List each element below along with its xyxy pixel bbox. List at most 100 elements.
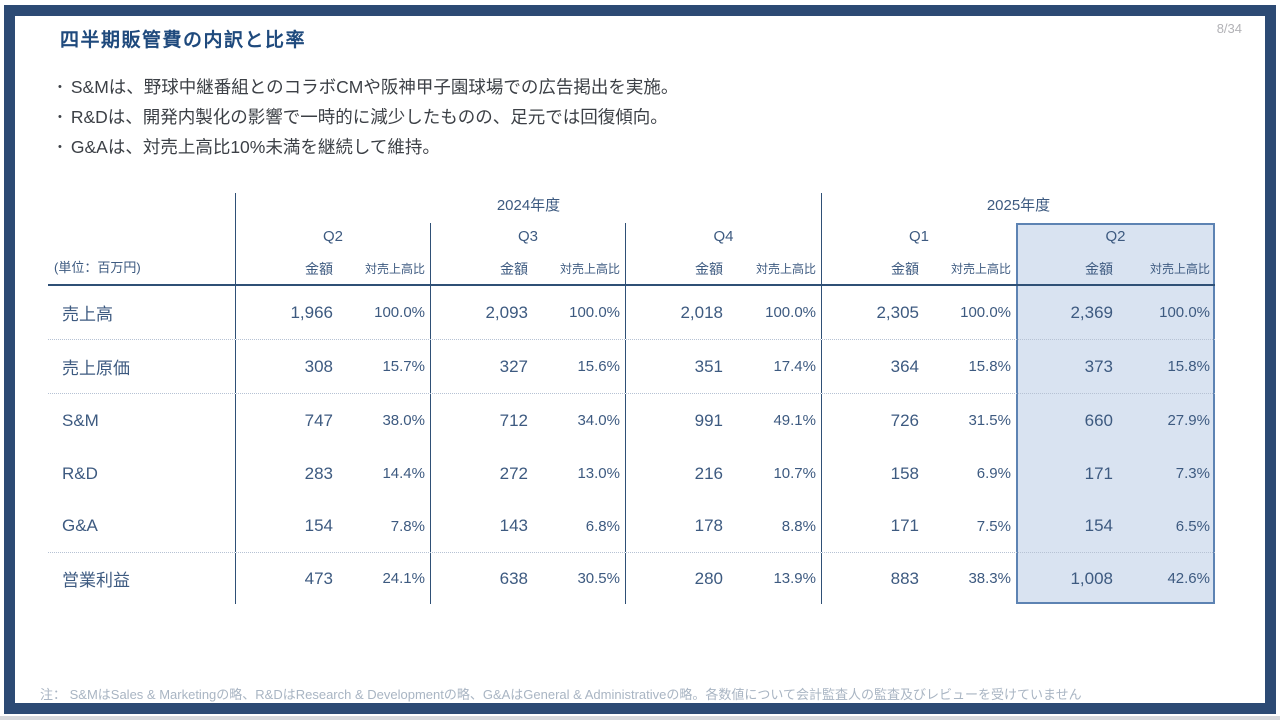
ratio-header: 対売上高比	[364, 262, 425, 276]
quarter-header-cell: Q1 金額 対売上高比	[822, 223, 1016, 284]
row-label: R&D	[62, 463, 98, 483]
table-cell: 272 13.0%	[430, 447, 625, 500]
table-cell: 143 6.8%	[430, 500, 625, 552]
amount-value: 364	[890, 356, 919, 376]
table-cell: 178 8.8%	[625, 500, 821, 552]
bullet-text: S&Mは、野球中継番組とのコラボCMや阪神甲子園球場での広告掲出を実施。	[70, 77, 679, 97]
table-cell: 327 15.6%	[430, 340, 625, 393]
amount-header: 金額	[500, 260, 528, 277]
table-cell: 351 17.4%	[625, 340, 821, 393]
table-row: 売上高 1,966 100.0% 2,093 100.0% 2,018 100.0% 2,30…	[48, 286, 1215, 340]
amount-header: 金額	[305, 260, 333, 277]
ratio-value: 100.0%	[374, 304, 425, 321]
amount-value: 2,018	[680, 302, 723, 322]
table-cell: 154 6.5%	[1016, 500, 1215, 552]
ratio-value: 15.6%	[577, 358, 620, 375]
ratio-header: 対売上高比	[1149, 262, 1210, 276]
bullet-list: • S&Mは、野球中継番組とのコラボCMや阪神甲子園球場での広告掲出を実施。 • R&…	[58, 72, 1058, 162]
sga-table: (単位：百万円) 2024年度 Q2 金額 対売上高比 Q3 金額 対売上高比 Q4 金額 対売上…	[48, 193, 1215, 604]
ratio-value: 100.0%	[765, 304, 816, 321]
ratio-value: 13.0%	[577, 465, 620, 482]
ratio-value: 38.0%	[382, 412, 425, 429]
subheader-row: 金額 対売上高比	[822, 253, 1016, 284]
amount-value: 712	[499, 410, 528, 430]
table-cell: 171 7.5%	[821, 500, 1016, 552]
row-label: 売上原価	[62, 359, 130, 378]
ratio-header: 対売上高比	[755, 262, 816, 276]
ratio-value: 27.9%	[1167, 412, 1210, 429]
table-cell: 473 24.1%	[235, 553, 430, 604]
amount-value: 883	[890, 568, 919, 588]
amount-value: 726	[890, 410, 919, 430]
ratio-value: 30.5%	[577, 570, 620, 587]
table-row: 売上原価 308 15.7% 327 15.6% 351 17.4% 364 15.8% 373 1…	[48, 340, 1215, 394]
amount-value: 660	[1084, 410, 1113, 430]
amount-header: 金額	[695, 260, 723, 277]
table-cell: 364 15.8%	[821, 340, 1016, 393]
ratio-value: 7.8%	[390, 517, 425, 535]
table-cell: 158 6.9%	[821, 447, 1016, 500]
subheader-row: 金額 対売上高比	[626, 253, 821, 284]
unit-label-cell: (単位：百万円)	[48, 193, 235, 284]
ratio-value: 100.0%	[1159, 304, 1210, 321]
bullet-dot: •	[58, 81, 62, 93]
ratio-value: 15.7%	[382, 358, 425, 375]
table-row: G&A 154 7.8% 143 6.8% 178 8.8% 171 7.5% 154 6.5%	[48, 500, 1215, 553]
year-group: 2024年度 Q2 金額 対売上高比 Q3 金額 対売上高比 Q4 金額 対売上高比	[235, 193, 821, 284]
quarter-header-cell: Q2 金額 対売上高比	[236, 223, 430, 284]
quarter-header-cell: Q3 金額 対売上高比	[430, 223, 625, 284]
slide-title: 四半期販管費の内訳と比率	[60, 30, 307, 51]
amount-value: 1,966	[290, 302, 333, 322]
bullet-item: • S&Mは、野球中継番組とのコラボCMや阪神甲子園球場での広告掲出を実施。	[58, 72, 1058, 102]
year-group: 2025年度 Q1 金額 対売上高比 Q2 金額 対売上高比	[821, 193, 1215, 284]
table-cell: 660 27.9%	[1016, 394, 1215, 447]
ratio-value: 24.1%	[382, 570, 425, 587]
amount-header: 金額	[1085, 260, 1113, 277]
table-cell: 712 34.0%	[430, 394, 625, 447]
bullet-text: R&Dは、開発内製化の影響で一時的に減少したものの、足元では回復傾向。	[70, 107, 668, 127]
quarter-label: Q3	[517, 228, 538, 245]
quarter-row: Q2 金額 対売上高比 Q3 金額 対売上高比 Q4 金額 対売上高比	[236, 223, 821, 284]
table-cell: 373 15.8%	[1016, 340, 1215, 393]
ratio-value: 7.5%	[976, 517, 1011, 535]
amount-value: 473	[304, 568, 333, 588]
quarter-label: Q4	[713, 228, 734, 245]
ratio-value: 38.3%	[968, 570, 1011, 587]
subheader-row: 金額 対売上高比	[431, 253, 625, 284]
amount-value: 158	[890, 463, 919, 483]
amount-value: 154	[1084, 516, 1113, 535]
amount-value: 171	[1084, 463, 1113, 483]
footnote: 注： S&MはSales & Marketingの略、R&DはResearch …	[40, 687, 1082, 702]
subheader-row: 金額 対売上高比	[236, 253, 430, 284]
amount-value: 638	[499, 568, 528, 588]
amount-value: 1,008	[1070, 568, 1113, 588]
amount-value: 283	[304, 463, 333, 483]
ratio-value: 49.1%	[773, 412, 816, 429]
ratio-value: 15.8%	[968, 358, 1011, 375]
ratio-value: 15.8%	[1167, 358, 1210, 375]
ratio-value: 7.3%	[1175, 465, 1210, 482]
amount-value: 351	[694, 356, 723, 376]
bullet-item: • G&Aは、対売上高比10%未満を継続して維持。	[58, 132, 1058, 162]
ratio-value: 17.4%	[773, 358, 816, 375]
amount-value: 2,369	[1070, 302, 1113, 322]
table-row: R&D 283 14.4% 272 13.0% 216 10.7% 158 6.9% 171 7.3…	[48, 447, 1215, 500]
row-label: S&M	[62, 410, 99, 430]
bottom-strip	[0, 716, 1280, 720]
ratio-value: 100.0%	[960, 304, 1011, 321]
amount-value: 327	[499, 356, 528, 376]
table-cell: 280 13.9%	[625, 553, 821, 604]
quarter-label: Q2	[322, 228, 343, 245]
table-cell: 1,966 100.0%	[235, 286, 430, 339]
row-label: 売上高	[62, 305, 113, 324]
table-cell: 726 31.5%	[821, 394, 1016, 447]
ratio-value: 42.6%	[1167, 570, 1210, 587]
table-body: 売上高 1,966 100.0% 2,093 100.0% 2,018 100.0% 2,30…	[48, 286, 1215, 604]
ratio-value: 10.7%	[773, 465, 816, 482]
table-cell: 308 15.7%	[235, 340, 430, 393]
amount-value: 178	[694, 516, 723, 535]
table-cell: 216 10.7%	[625, 447, 821, 500]
year-label: 2025年度	[986, 197, 1051, 214]
table-cell: 747 38.0%	[235, 394, 430, 447]
amount-value: 216	[694, 463, 723, 483]
